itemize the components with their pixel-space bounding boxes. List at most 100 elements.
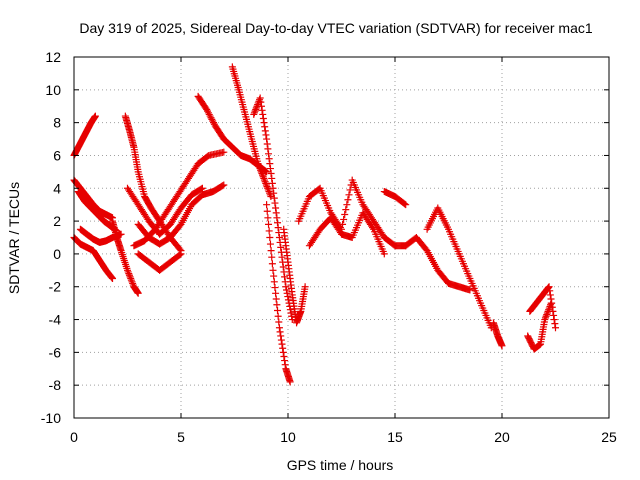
series-trace-24 — [526, 283, 559, 332]
data-point — [551, 320, 559, 328]
data-point — [550, 311, 558, 319]
data-point — [287, 309, 295, 317]
y-tick-label: -2 — [49, 279, 62, 295]
data-point — [198, 184, 206, 192]
x-tick-label: 10 — [280, 429, 296, 445]
data-point — [91, 112, 99, 120]
data-point — [341, 211, 349, 219]
data-point — [263, 183, 271, 191]
data-point — [263, 135, 271, 143]
series-trace-13 — [228, 63, 275, 200]
y-tick-label: 8 — [53, 115, 61, 131]
data-point — [258, 170, 266, 178]
data-point — [346, 186, 354, 194]
y-tick-label: 0 — [53, 246, 61, 262]
data-point — [202, 104, 210, 112]
data-point — [125, 270, 133, 278]
data-point — [498, 342, 506, 350]
data-point — [277, 332, 285, 340]
x-tick-label: 25 — [601, 429, 617, 445]
series-trace-4 — [70, 234, 117, 283]
series-trace-10 — [130, 148, 228, 250]
data-point — [275, 324, 283, 332]
data-point — [126, 273, 134, 281]
data-point — [124, 266, 131, 274]
data-point — [274, 224, 282, 232]
data-point — [269, 184, 277, 192]
y-tick-label: 4 — [53, 180, 61, 196]
data-point — [204, 107, 212, 115]
data-point — [265, 220, 273, 228]
data-point — [288, 312, 296, 320]
data-point — [259, 171, 267, 179]
data-point — [266, 160, 274, 168]
y-tick-label: -6 — [49, 344, 62, 360]
data-point — [268, 260, 276, 268]
data-point — [280, 352, 288, 360]
data-point — [541, 314, 549, 322]
data-point — [128, 278, 136, 286]
data-point — [260, 176, 268, 184]
y-tick-label: -8 — [49, 377, 62, 393]
data-point — [262, 181, 270, 189]
data-point — [266, 191, 274, 199]
data-point — [549, 307, 557, 315]
data-point — [134, 289, 142, 297]
data-point — [257, 102, 265, 110]
x-tick-label: 15 — [387, 429, 403, 445]
data-point — [255, 163, 263, 171]
data-point — [257, 168, 265, 176]
data-point — [262, 179, 270, 187]
data-point — [129, 279, 137, 287]
data-point — [340, 215, 348, 223]
data-point — [546, 287, 554, 295]
data-point — [203, 106, 211, 114]
data-point — [545, 306, 553, 314]
data-point — [124, 268, 132, 276]
data-point — [262, 167, 270, 175]
data-point — [274, 312, 282, 320]
data-point — [278, 253, 286, 261]
data-point — [204, 109, 212, 117]
data-point — [271, 284, 279, 292]
y-axis-label: SDTVAR / TECUs — [6, 182, 22, 294]
data-point — [265, 227, 273, 235]
data-point — [261, 178, 269, 186]
grid-lines — [74, 57, 609, 418]
data-point — [176, 251, 184, 259]
y-tick-label: 2 — [53, 213, 61, 229]
data-point — [259, 173, 267, 181]
data-point — [252, 106, 260, 114]
x-tick-label: 5 — [177, 429, 185, 445]
data-point — [177, 250, 185, 258]
data-point — [107, 273, 115, 281]
plot-frame — [73, 56, 610, 419]
data-point — [343, 201, 351, 209]
data-point — [267, 170, 275, 178]
data-point — [268, 179, 276, 187]
data-point — [273, 301, 281, 309]
data-point — [270, 194, 278, 202]
data-point — [259, 110, 267, 118]
data-point — [545, 304, 553, 312]
data-point — [209, 117, 217, 125]
series-trace-7 — [121, 112, 185, 255]
data-point — [276, 328, 284, 336]
data-point — [275, 234, 283, 241]
data-point — [264, 145, 272, 153]
data-point — [260, 119, 268, 127]
data-point — [282, 283, 290, 291]
data-point — [344, 196, 352, 204]
data-point — [270, 272, 278, 280]
data-point — [541, 316, 549, 324]
series-trace-18 — [305, 209, 388, 258]
data-point — [284, 293, 292, 301]
x-axis-label: GPS time / hours — [287, 457, 394, 473]
data-point — [546, 291, 554, 299]
data-point — [269, 266, 277, 274]
data-point — [250, 110, 258, 118]
data-point — [552, 324, 559, 332]
data-point — [279, 263, 287, 271]
data-point — [220, 148, 228, 156]
data-point — [197, 185, 205, 193]
